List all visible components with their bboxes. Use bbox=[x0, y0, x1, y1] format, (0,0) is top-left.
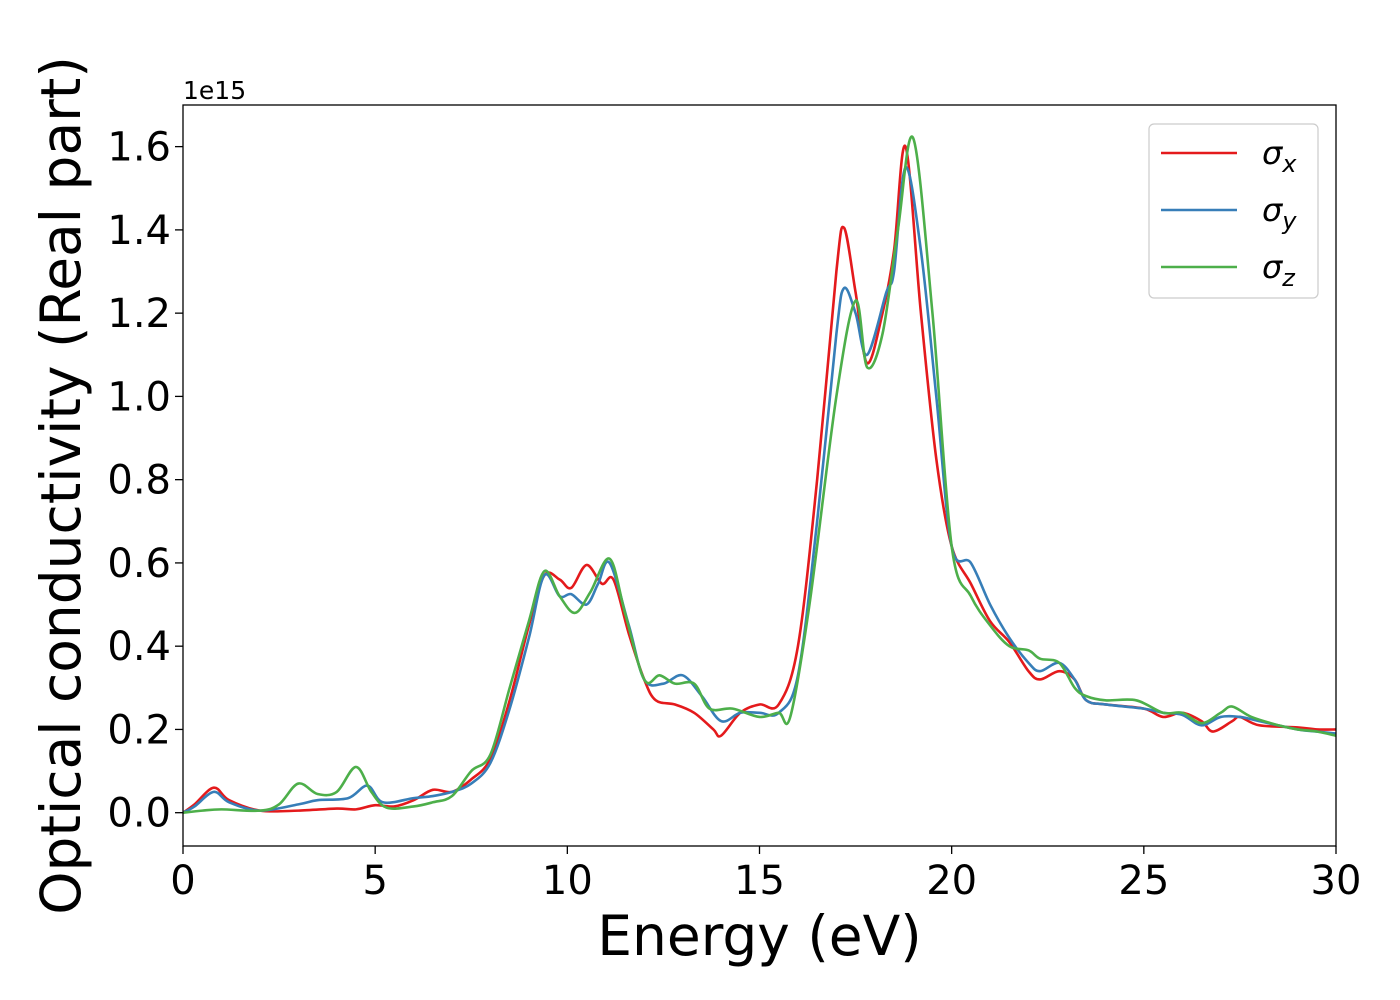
x-tick-label: 0 bbox=[170, 858, 195, 904]
x-tick-label: 5 bbox=[362, 858, 387, 904]
y-tick-label: 1.6 bbox=[107, 125, 171, 171]
y-tick-label: 1.4 bbox=[107, 208, 171, 254]
x-axis: 0 5 10 15 20 25 30 bbox=[170, 846, 1361, 904]
y-tick-label: 1.0 bbox=[107, 374, 171, 420]
x-tick-label: 15 bbox=[734, 858, 785, 904]
legend-label-z: σz bbox=[1262, 248, 1296, 292]
x-tick-label: 25 bbox=[1118, 858, 1169, 904]
y-tick-label: 0.2 bbox=[107, 707, 171, 753]
legend-label-y: σy bbox=[1262, 191, 1297, 235]
y-tick-label: 1.2 bbox=[107, 291, 171, 337]
y-tick-label: 0.0 bbox=[107, 791, 171, 837]
x-tick-label: 30 bbox=[1311, 858, 1362, 904]
series-layer bbox=[183, 135, 1336, 814]
x-tick-label: 20 bbox=[926, 858, 977, 904]
y-tick-label: 0.4 bbox=[107, 624, 171, 670]
legend-label-x: σx bbox=[1262, 134, 1297, 178]
y-tick-label: 0.8 bbox=[107, 458, 171, 504]
x-axis-title: Energy (eV) bbox=[597, 904, 921, 968]
y-axis-title: Optical conductivity (Real part) bbox=[29, 56, 93, 915]
y-axis-offset-label: 1e15 bbox=[183, 76, 246, 105]
y-axis: 0.0 0.2 0.4 0.6 0.8 1.0 1.2 1.4 1.6 bbox=[107, 125, 183, 837]
series-line-z bbox=[183, 135, 1336, 814]
y-tick-label: 0.6 bbox=[107, 541, 171, 587]
x-tick-label: 10 bbox=[542, 858, 593, 904]
legend: σx σy σz bbox=[1148, 123, 1319, 299]
